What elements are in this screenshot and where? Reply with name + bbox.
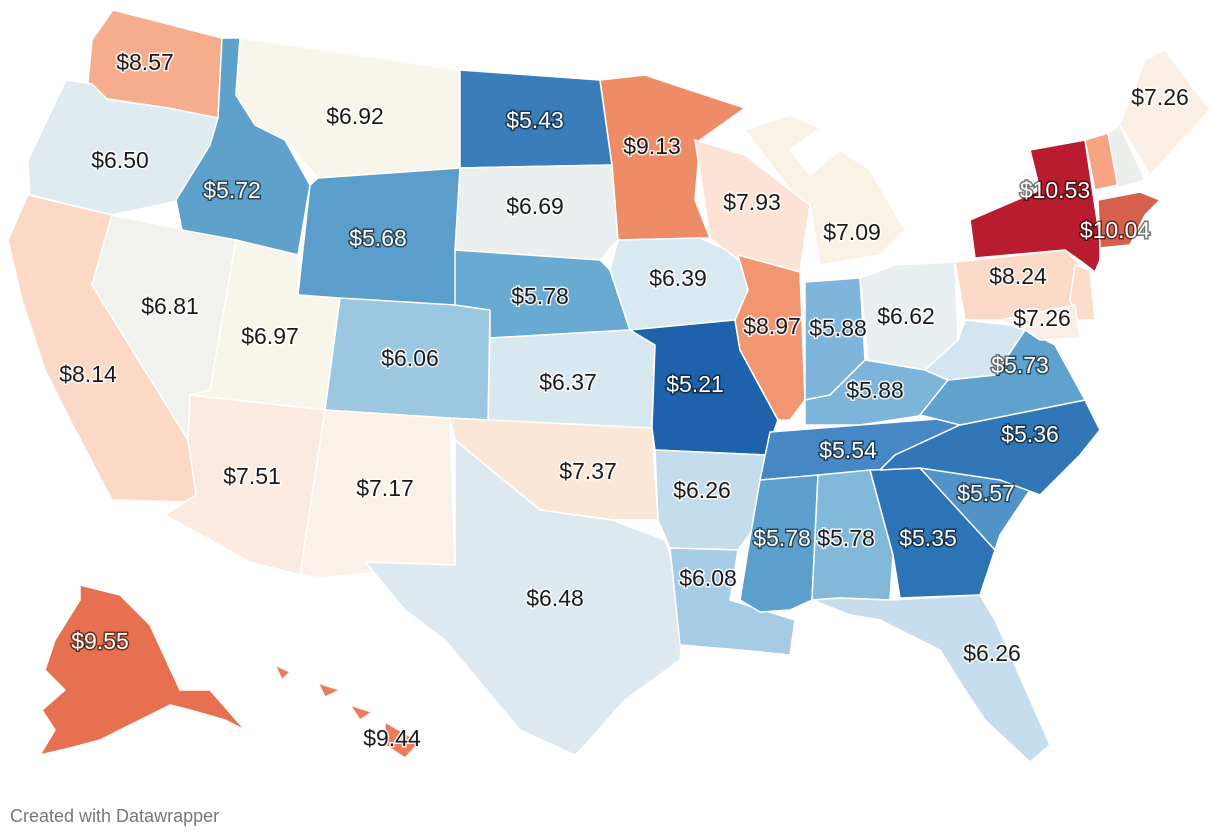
value-label-hi: $9.44 xyxy=(363,725,421,751)
value-label-pa: $8.24 xyxy=(989,263,1047,289)
state-ak[interactable] xyxy=(39,584,246,756)
value-label-ar: $6.26 xyxy=(673,477,731,503)
value-label-fl: $6.26 xyxy=(963,640,1021,666)
state-shapes xyxy=(7,9,1211,763)
value-label-wa: $8.57 xyxy=(116,49,174,75)
value-label-in: $5.88 xyxy=(809,315,867,341)
state-fl[interactable] xyxy=(811,594,1051,763)
value-label-nm: $7.17 xyxy=(356,475,414,501)
value-label-ok: $7.37 xyxy=(559,458,617,484)
state-il[interactable] xyxy=(734,254,806,421)
value-label-tn: $5.54 xyxy=(819,437,877,463)
state-mn[interactable] xyxy=(599,74,746,241)
datawrapper-credit: Created with Datawrapper xyxy=(10,806,220,826)
value-label-ne: $5.78 xyxy=(511,283,569,309)
value-label-ia: $6.39 xyxy=(649,265,707,291)
value-label-va: $5.73 xyxy=(991,352,1049,378)
state-me[interactable] xyxy=(1119,49,1211,176)
value-label-co: $6.06 xyxy=(381,345,439,371)
value-label-nc: $5.36 xyxy=(1001,421,1059,447)
value-label-nd: $5.43 xyxy=(506,107,564,133)
value-label-ma: $10.04 xyxy=(1080,217,1151,243)
value-label-ky: $5.88 xyxy=(846,377,904,403)
value-label-ga: $5.35 xyxy=(899,525,957,551)
state-nc[interactable] xyxy=(879,399,1101,496)
value-label-ak: $9.55 xyxy=(71,628,129,654)
value-label-id: $5.72 xyxy=(203,177,261,203)
state-md[interactable] xyxy=(999,304,1081,341)
state-ny[interactable] xyxy=(969,139,1101,273)
state-nh[interactable] xyxy=(1107,124,1146,189)
value-label-ms: $5.78 xyxy=(753,525,811,551)
value-label-mo: $5.21 xyxy=(666,371,724,397)
value-label-sc: $5.57 xyxy=(957,480,1015,506)
state-la[interactable] xyxy=(669,547,796,656)
value-label-al: $5.78 xyxy=(817,525,875,551)
value-label-me: $7.26 xyxy=(1131,84,1189,110)
state-wi[interactable] xyxy=(694,139,811,273)
value-label-mi: $7.09 xyxy=(823,219,881,245)
value-label-wy: $5.68 xyxy=(349,225,407,251)
state-mi[interactable] xyxy=(744,114,906,266)
value-label-il: $8.97 xyxy=(743,313,801,339)
value-label-mn: $9.13 xyxy=(623,133,681,159)
value-label-ny: $10.53 xyxy=(1020,177,1090,203)
value-label-oh: $6.62 xyxy=(877,303,935,329)
state-nj[interactable] xyxy=(1069,264,1096,321)
state-tx[interactable] xyxy=(364,439,686,756)
value-label-mt: $6.92 xyxy=(326,103,384,129)
value-label-ks: $6.37 xyxy=(539,369,597,395)
value-label-ca: $8.14 xyxy=(59,361,117,387)
value-label-az: $7.51 xyxy=(223,463,281,489)
state-sd[interactable] xyxy=(454,164,619,261)
state-ma[interactable] xyxy=(1097,191,1161,249)
value-label-tx: $6.48 xyxy=(526,585,584,611)
value-label-or: $6.50 xyxy=(91,147,149,173)
value-label-sd: $6.69 xyxy=(506,193,564,219)
state-value-labels: $8.57 $6.50 $8.14 $6.81 $5.72 $6.92 $5.68 $6.97… xyxy=(58,48,1191,753)
value-label-la: $6.08 xyxy=(679,565,737,591)
value-label-wi: $7.93 xyxy=(723,189,781,215)
value-label-md: $7.26 xyxy=(1013,305,1071,331)
value-label-nv: $6.81 xyxy=(141,293,199,319)
value-label-ut: $6.97 xyxy=(241,323,299,349)
state-hi[interactable] xyxy=(274,664,421,759)
